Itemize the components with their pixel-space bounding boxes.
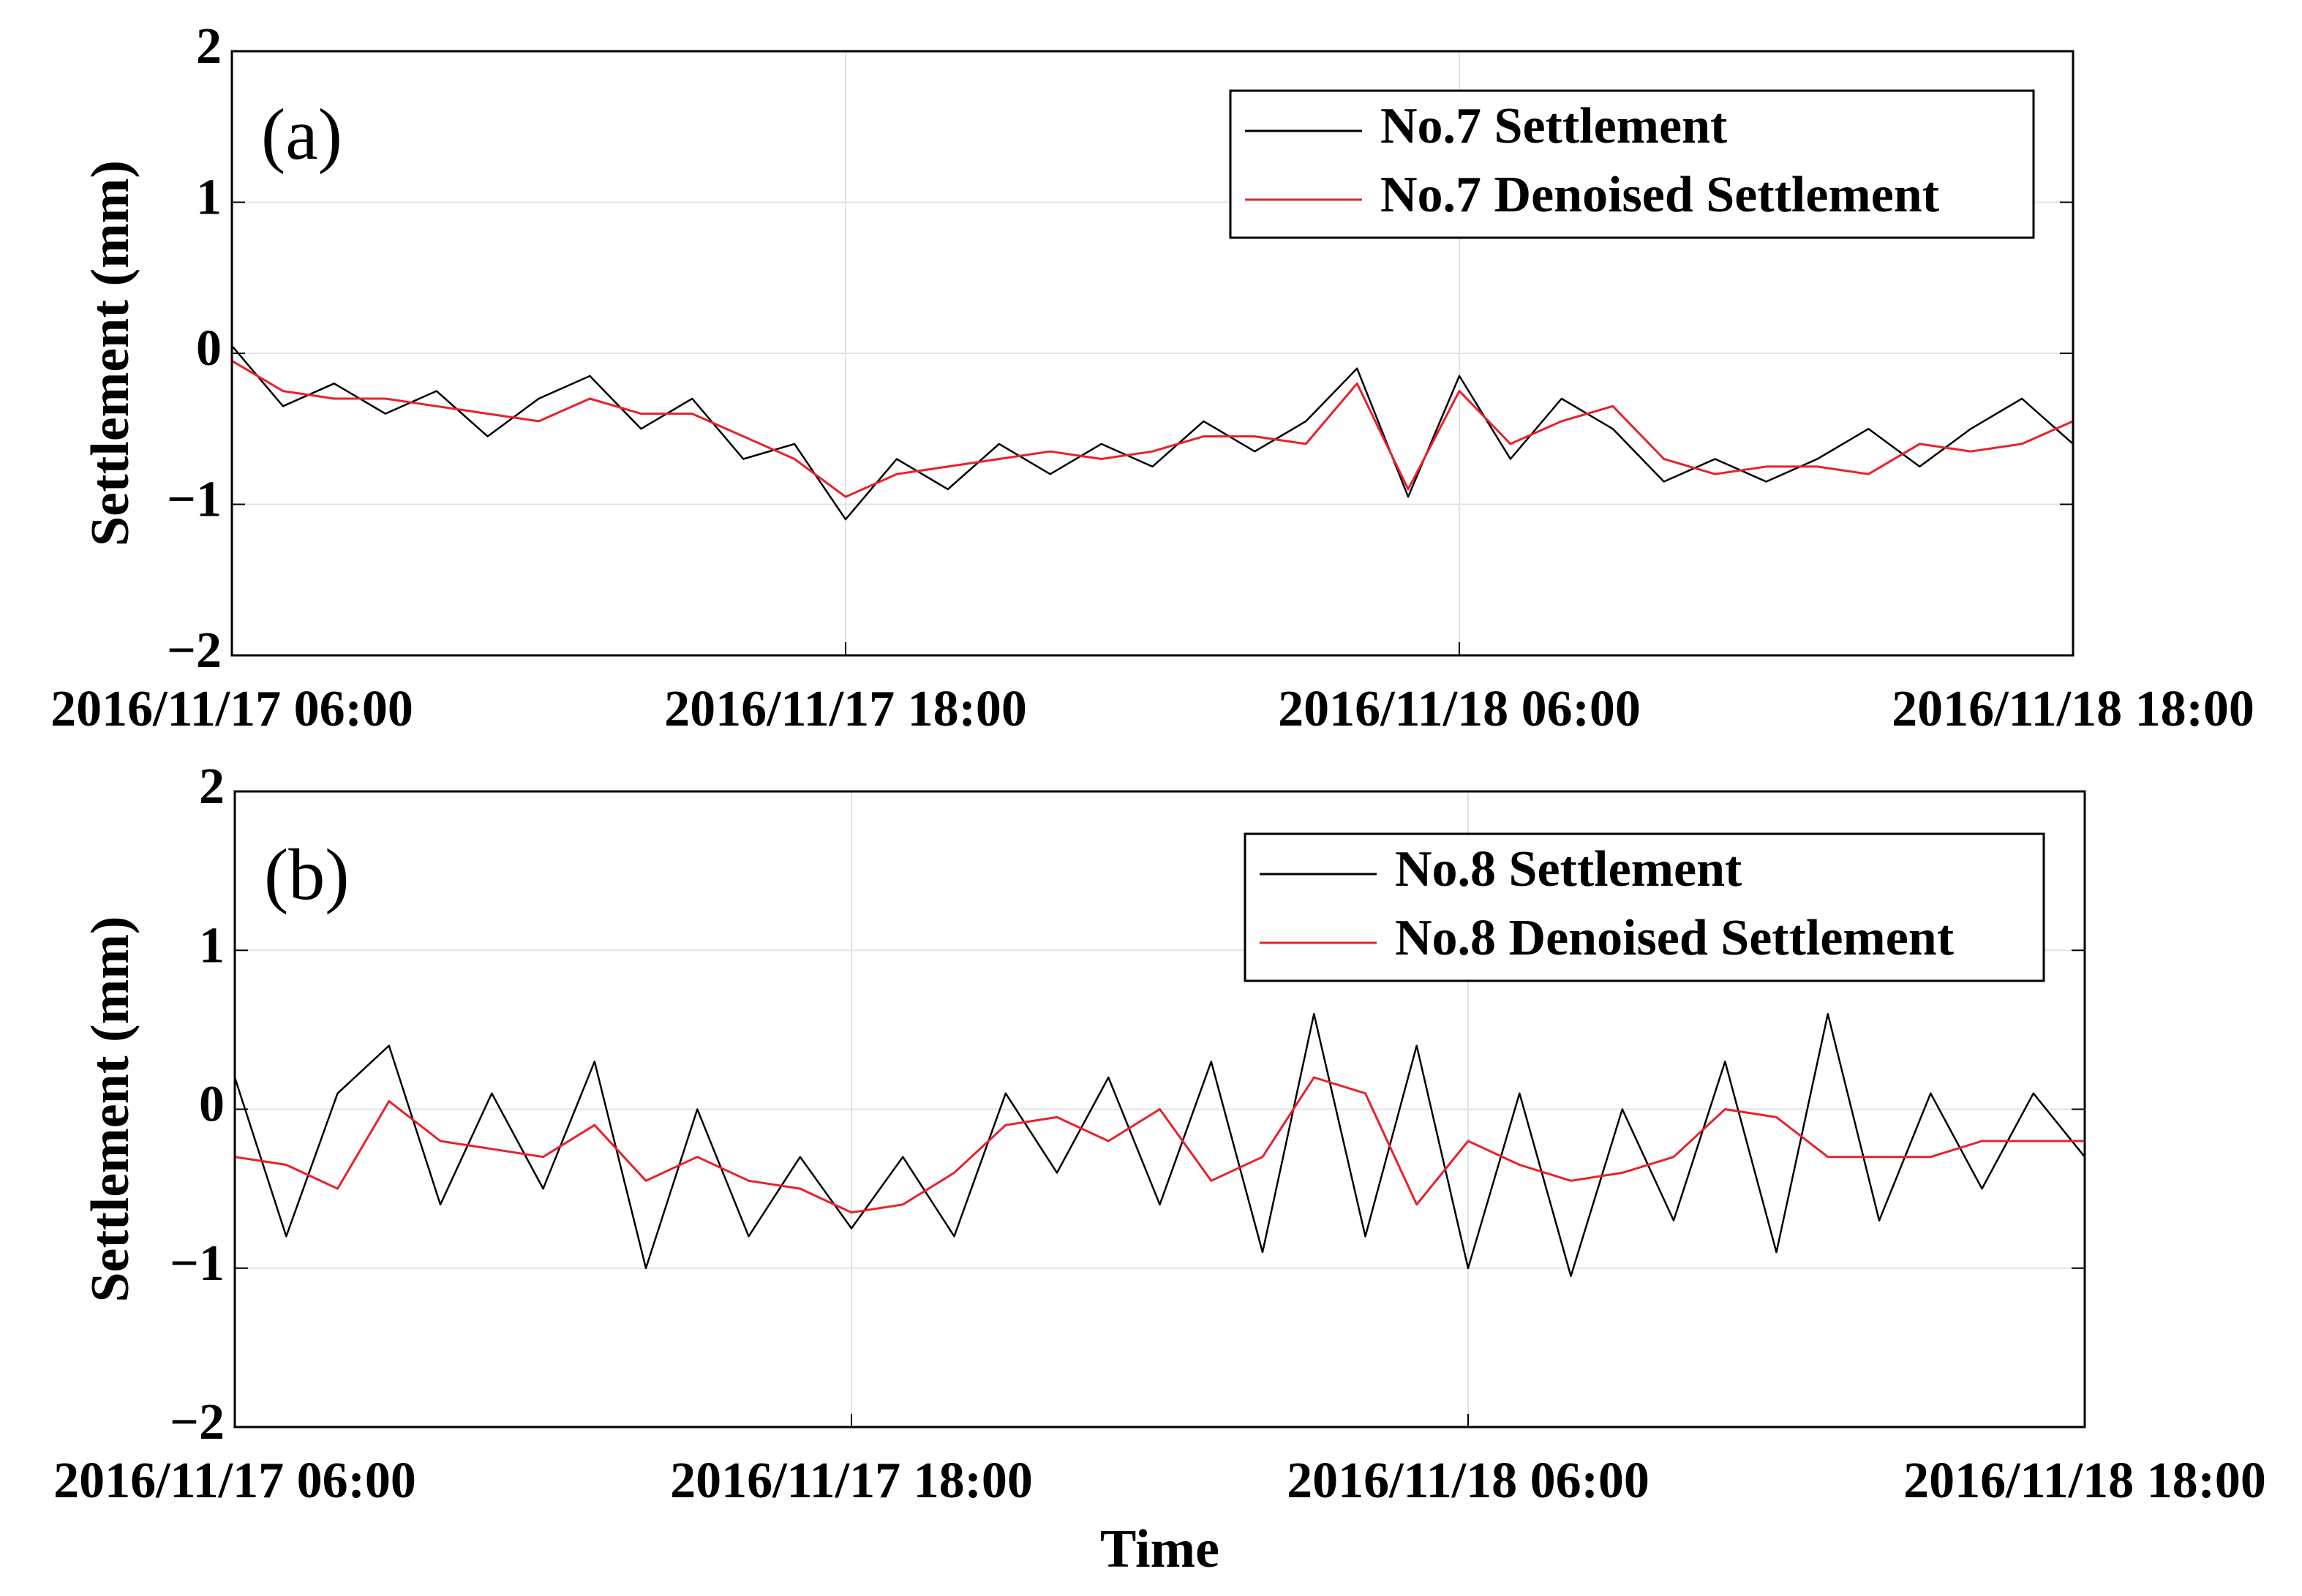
x-tick-label: 2016/11/17 18:00: [670, 1453, 1033, 1509]
y-tick-label: 1: [196, 170, 222, 226]
legend-label: No.7 Denoised Settlement: [1380, 167, 1939, 223]
x-tick-label: 2016/11/17 06:00: [53, 1453, 416, 1509]
y-tick-label: −1: [170, 1235, 225, 1292]
panel-label: (b): [264, 834, 350, 915]
y-axis-label: Settlement (mm): [80, 916, 140, 1302]
y-tick-label: −2: [170, 1394, 225, 1450]
panel-label: (a): [261, 94, 342, 175]
legend-label: No.7 Settlement: [1380, 98, 1727, 154]
y-tick-label: 0: [196, 320, 222, 377]
x-tick-label: 2016/11/18 18:00: [1892, 681, 2254, 737]
x-tick-label: 2016/11/18 06:00: [1278, 681, 1641, 737]
series-line: [231, 360, 2074, 498]
y-tick-label: 2: [196, 18, 222, 75]
series-line: [231, 345, 2074, 521]
series-line: [234, 1076, 2085, 1214]
y-tick-label: 2: [199, 759, 225, 815]
x-tick-label: 2016/11/18 18:00: [1903, 1453, 2266, 1509]
x-tick-label: 2016/11/17 18:00: [664, 681, 1027, 737]
y-tick-label: 0: [199, 1077, 225, 1133]
series-line: [233, 1012, 2085, 1277]
axes-frame: [230, 50, 2075, 657]
x-axis-label: Time: [1100, 1519, 1219, 1579]
axes-frame: [233, 790, 2086, 1429]
x-tick-label: 2016/11/18 06:00: [1287, 1453, 1650, 1509]
y-tick-label: −2: [167, 622, 222, 679]
legend-label: No.8 Settlement: [1395, 841, 1742, 897]
y-tick-label: 1: [199, 917, 225, 974]
y-tick-label: −1: [167, 472, 222, 528]
legend-box: [1229, 89, 2035, 239]
legend-label: No.8 Denoised Settlement: [1395, 910, 1954, 966]
y-axis-label: Settlement (mm): [80, 160, 140, 546]
x-tick-label: 2016/11/17 06:00: [50, 681, 413, 737]
legend-box: [1244, 832, 2045, 982]
